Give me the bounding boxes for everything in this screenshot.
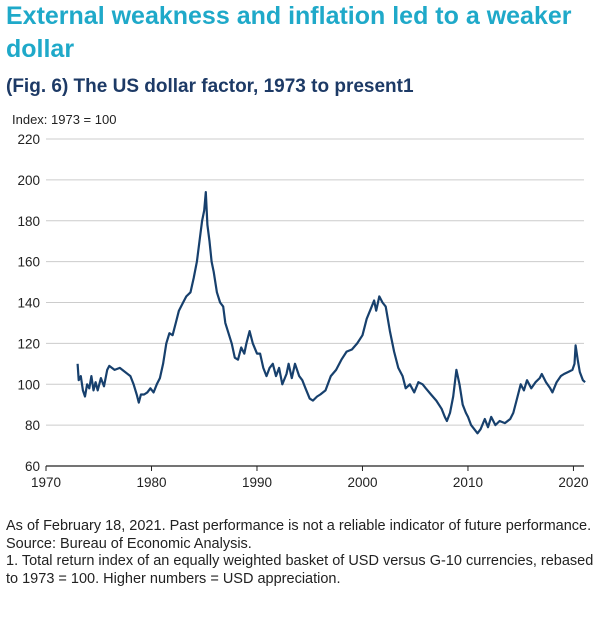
- y-tick-label-140: 140: [17, 296, 40, 311]
- source-note: Source: Bureau of Economic Analysis.: [6, 535, 252, 552]
- x-tick-label-2010: 2010: [453, 475, 483, 490]
- y-tick-label-160: 160: [17, 255, 40, 270]
- y-tick-label-60: 60: [25, 459, 40, 474]
- x-axis-ticks: 1970 1980 1990 2000 2010 2020: [31, 466, 588, 490]
- x-tick-label-2020: 2020: [558, 475, 588, 490]
- chart-title: (Fig. 6) The US dollar factor, 1973 to p…: [6, 76, 414, 97]
- y-axis-ticks: 60 80 100 120 140 160 180 200 220: [17, 132, 40, 474]
- as-of-note: As of February 18, 2021. Past performanc…: [6, 518, 592, 534]
- y-tick-label-100: 100: [17, 377, 40, 392]
- gridlines: [46, 138, 584, 426]
- x-tick-label-1980: 1980: [136, 475, 166, 490]
- chart-notes: As of February 18, 2021. Past performanc…: [6, 518, 596, 588]
- y-tick-label-180: 180: [17, 214, 40, 229]
- y-tick-label-120: 120: [17, 336, 40, 351]
- y-tick-label-200: 200: [17, 173, 40, 188]
- series-line: [76, 191, 586, 435]
- y-tick-label-80: 80: [25, 418, 40, 433]
- footnote: 1. Total return index of an equally weig…: [6, 553, 594, 587]
- x-tick-label-1970: 1970: [31, 475, 61, 490]
- page-headline: External weakness and inflation led to a…: [6, 2, 572, 63]
- x-tick-label-1990: 1990: [242, 475, 272, 490]
- y-axis-label: Index: 1973 = 100: [12, 112, 116, 127]
- y-tick-label-220: 220: [17, 132, 40, 147]
- x-tick-label-2000: 2000: [347, 475, 377, 490]
- us-dollar-factor-chart: Index: 1973 = 100 60 80 100 120 140 160 180 200…: [12, 112, 588, 490]
